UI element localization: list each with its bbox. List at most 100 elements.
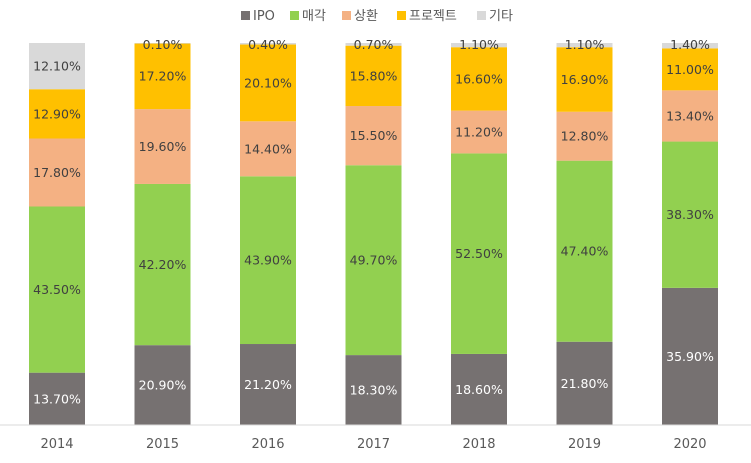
data-label: 15.50% xyxy=(350,128,398,143)
data-label: 16.60% xyxy=(455,71,503,86)
data-label: 43.90% xyxy=(244,253,292,268)
legend-label: 기타 xyxy=(489,9,513,24)
data-label: 52.50% xyxy=(455,246,503,261)
legend-item: 프로젝트 xyxy=(397,9,457,24)
bar-stack: 20.90% 42.20% 19.60% 17.20% 0.10% xyxy=(134,37,191,425)
data-label: 12.80% xyxy=(561,129,609,144)
data-label: 13.40% xyxy=(666,108,714,123)
bar-segment xyxy=(662,90,718,142)
legend-swatch xyxy=(342,11,351,20)
bar-segment xyxy=(240,43,296,45)
x-tick-label: 2016 xyxy=(251,437,284,452)
bar-stack: 35.90% 38.30% 13.40% 11.00% 1.40% xyxy=(662,37,718,425)
legend-item: 매각 xyxy=(290,9,326,24)
legend-label: 상환 xyxy=(354,9,378,24)
data-label: 12.10% xyxy=(33,59,81,74)
bar-segment xyxy=(556,160,613,342)
x-tick-label: 2017 xyxy=(357,437,390,452)
data-label: 19.60% xyxy=(139,139,187,154)
bar-segment xyxy=(29,372,85,425)
bar-segment xyxy=(451,43,507,48)
bar-segment xyxy=(556,43,613,48)
data-label: 0.70% xyxy=(354,37,394,52)
bar-segment xyxy=(345,106,402,166)
data-label: 14.40% xyxy=(244,141,292,156)
data-label: 49.70% xyxy=(350,253,398,268)
data-label: 13.70% xyxy=(33,391,81,406)
bar-segment xyxy=(451,153,507,354)
data-label: 35.90% xyxy=(666,349,714,364)
bar-segment xyxy=(134,345,191,425)
bar-segment xyxy=(451,47,507,111)
data-label: 38.30% xyxy=(666,207,714,222)
data-label: 0.10% xyxy=(143,37,183,52)
bar-segment xyxy=(662,43,718,49)
bar-segment xyxy=(345,43,402,46)
data-label: 11.00% xyxy=(666,62,714,77)
bar-segment xyxy=(134,43,191,44)
bar-segment xyxy=(345,165,402,356)
legend-item: 기타 xyxy=(477,9,513,24)
legend-swatch xyxy=(290,11,299,20)
bar-segment xyxy=(240,44,296,122)
bar-stack: 18.30% 49.70% 15.50% 15.80% 0.70% xyxy=(345,37,402,425)
bars: 13.70% 43.50% 17.80% 12.90% 12.10% 20.90% 42.2… xyxy=(29,37,718,425)
bar-stack: 21.80% 47.40% 12.80% 16.90% 1.10% xyxy=(556,37,613,425)
bar-segment xyxy=(662,141,718,288)
legend: IPO 매각 상환 프로젝트 기타 xyxy=(241,9,513,24)
bar-segment xyxy=(662,48,718,91)
bar-segment xyxy=(29,138,85,207)
data-label: 17.20% xyxy=(139,69,187,84)
data-label: 0.40% xyxy=(248,37,288,52)
bar-segment xyxy=(240,121,296,177)
bar-segment xyxy=(29,43,85,90)
legend-item: IPO xyxy=(241,9,275,24)
data-label: 20.90% xyxy=(139,378,187,393)
legend-swatch xyxy=(477,11,486,20)
bar-segment xyxy=(29,89,85,139)
data-label: 16.90% xyxy=(561,72,609,87)
bar-segment xyxy=(556,111,613,161)
legend-label: IPO xyxy=(253,9,275,24)
legend-swatch xyxy=(397,11,406,20)
bar-segment xyxy=(662,287,718,425)
x-tick-label: 2018 xyxy=(462,437,495,452)
bar-stack: 21.20% 43.90% 14.40% 20.10% 0.40% xyxy=(240,37,296,425)
bar-segment xyxy=(556,341,613,425)
data-label: 11.20% xyxy=(455,125,503,140)
data-label: 1.40% xyxy=(670,37,710,52)
bar-segment xyxy=(29,206,85,373)
x-tick-label: 2020 xyxy=(673,437,706,452)
legend-label: 매각 xyxy=(302,9,326,24)
data-label: 20.10% xyxy=(244,75,292,90)
bar-stack: 18.60% 52.50% 11.20% 16.60% 1.10% xyxy=(451,37,507,425)
data-label: 42.20% xyxy=(139,257,187,272)
bar-segment xyxy=(134,109,191,184)
bar-segment xyxy=(134,43,191,110)
x-tick-label: 2019 xyxy=(568,437,601,452)
data-label: 18.30% xyxy=(350,383,398,398)
x-tick-label: 2015 xyxy=(146,437,179,452)
bar-segment xyxy=(345,45,402,107)
data-label: 1.10% xyxy=(459,37,499,52)
bar-segment xyxy=(240,344,296,425)
category-labels: 2014 2015 2016 2017 2018 2019 2020 xyxy=(40,437,706,452)
data-label: 15.80% xyxy=(350,68,398,83)
data-label: 47.40% xyxy=(561,244,609,259)
legend-item: 상환 xyxy=(342,9,378,24)
bar-segment xyxy=(134,183,191,346)
data-label: 12.90% xyxy=(33,106,81,121)
bar-segment xyxy=(345,355,402,425)
data-label: 43.50% xyxy=(33,282,81,297)
x-tick-label: 2014 xyxy=(40,437,73,452)
bar-segment xyxy=(451,110,507,154)
bar-stack: 13.70% 43.50% 17.80% 12.90% 12.10% xyxy=(29,43,85,425)
legend-label: 프로젝트 xyxy=(409,9,457,24)
data-label: 1.10% xyxy=(565,37,605,52)
bar-segment xyxy=(240,176,296,345)
data-label: 21.20% xyxy=(244,377,292,392)
bar-segment xyxy=(556,47,613,112)
legend-swatch xyxy=(241,11,250,20)
bar-segment xyxy=(451,353,507,425)
